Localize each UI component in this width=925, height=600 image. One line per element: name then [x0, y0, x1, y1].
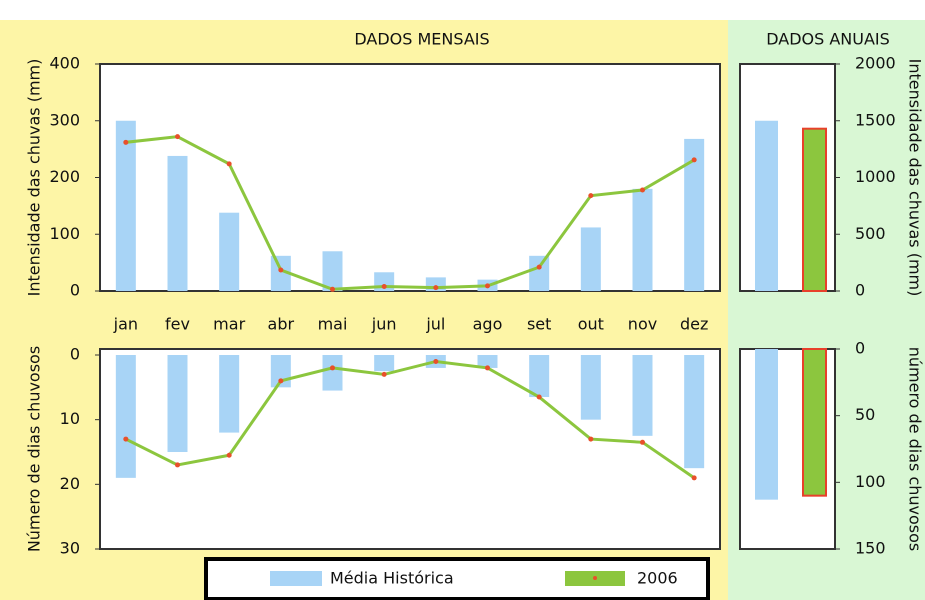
y-axis-label: Intensidade das chuvas (mm) — [906, 59, 925, 297]
x-tick-label: jul — [425, 315, 445, 334]
bar — [322, 355, 343, 391]
marker — [226, 452, 232, 458]
legend-label: Média Histórica — [330, 569, 454, 588]
plot-area — [99, 348, 721, 550]
bar — [755, 349, 778, 500]
y-tick-label: 30 — [60, 539, 80, 558]
y-tick-label: 100 — [855, 472, 886, 491]
y-tick-label: 2000 — [855, 54, 896, 73]
marker — [175, 462, 180, 468]
bar — [684, 138, 705, 291]
bar — [529, 255, 550, 291]
marker — [433, 358, 439, 364]
marker — [175, 134, 180, 140]
marker — [588, 436, 594, 442]
y-tick-label: 400 — [49, 54, 80, 73]
bar — [580, 227, 601, 291]
bar — [219, 355, 240, 433]
y-tick-label: 1000 — [855, 167, 896, 186]
bar — [374, 355, 395, 372]
bar — [322, 251, 343, 291]
bar — [632, 188, 653, 291]
marker — [640, 187, 645, 193]
y-tick-label: 0 — [70, 281, 80, 300]
x-tick-label: abr — [268, 315, 295, 334]
marker — [226, 161, 232, 167]
x-tick-label: ago — [473, 315, 503, 334]
marker — [536, 394, 542, 400]
marker — [381, 371, 387, 377]
bar — [802, 127, 827, 292]
y-tick-label: 0 — [70, 345, 80, 364]
marker — [381, 283, 387, 289]
marker — [588, 193, 594, 199]
bar — [580, 355, 601, 420]
marker — [640, 439, 645, 445]
annual-header: DADOS ANUAIS — [766, 30, 890, 49]
y-axis-label: número de dias chuvosos — [906, 347, 925, 552]
x-tick-label: fev — [165, 315, 190, 334]
legend-marker — [593, 576, 597, 580]
bar — [115, 355, 136, 478]
marker — [485, 365, 490, 371]
x-tick-label: out — [578, 315, 604, 334]
y-tick-label: 300 — [49, 110, 80, 129]
x-tick-label: dez — [680, 315, 708, 334]
plot-area — [99, 63, 721, 292]
marker — [330, 365, 335, 371]
marker — [536, 264, 542, 270]
y-tick-label: 150 — [855, 539, 886, 558]
legend-swatch — [270, 571, 322, 586]
marker — [278, 378, 284, 384]
y-tick-label: 1500 — [855, 110, 896, 129]
bar — [270, 255, 291, 291]
bar — [529, 355, 550, 398]
marker — [433, 285, 439, 291]
y-axis-label: Número de dias chuvosos — [25, 346, 44, 552]
x-tick-label: mai — [318, 315, 348, 334]
marker — [330, 286, 335, 292]
x-tick-label: nov — [628, 315, 657, 334]
bar — [632, 355, 653, 436]
bar — [684, 355, 705, 469]
bar — [477, 355, 498, 368]
monthly-header: DADOS MENSAIS — [354, 30, 489, 49]
y-tick-label: 20 — [60, 474, 80, 493]
line — [125, 359, 696, 480]
y-tick-label: 0 — [855, 339, 865, 358]
y-tick-label: 500 — [855, 224, 886, 243]
marker — [123, 436, 129, 442]
legend-label: 2006 — [637, 569, 678, 588]
marker — [278, 267, 284, 273]
y-tick-label: 200 — [49, 167, 80, 186]
line — [125, 135, 695, 291]
marker — [691, 475, 697, 481]
y-tick-label: 50 — [855, 405, 875, 424]
y-axis-label: Intensidade das chuvas (mm) — [25, 59, 44, 297]
bar — [755, 120, 778, 291]
x-tick-label: mar — [213, 315, 245, 334]
bar — [167, 155, 188, 291]
x-tick-label: jun — [371, 315, 397, 334]
x-tick-label: set — [527, 315, 551, 334]
y-tick-label: 10 — [60, 409, 80, 428]
x-tick-label: jan — [113, 315, 138, 334]
bar — [219, 212, 240, 291]
bar — [167, 355, 188, 452]
marker — [123, 139, 129, 145]
bar — [115, 120, 136, 291]
bar — [802, 348, 827, 497]
y-tick-label: 0 — [855, 281, 865, 300]
marker — [691, 157, 697, 163]
y-tick-label: 100 — [49, 224, 80, 243]
marker — [485, 283, 490, 289]
